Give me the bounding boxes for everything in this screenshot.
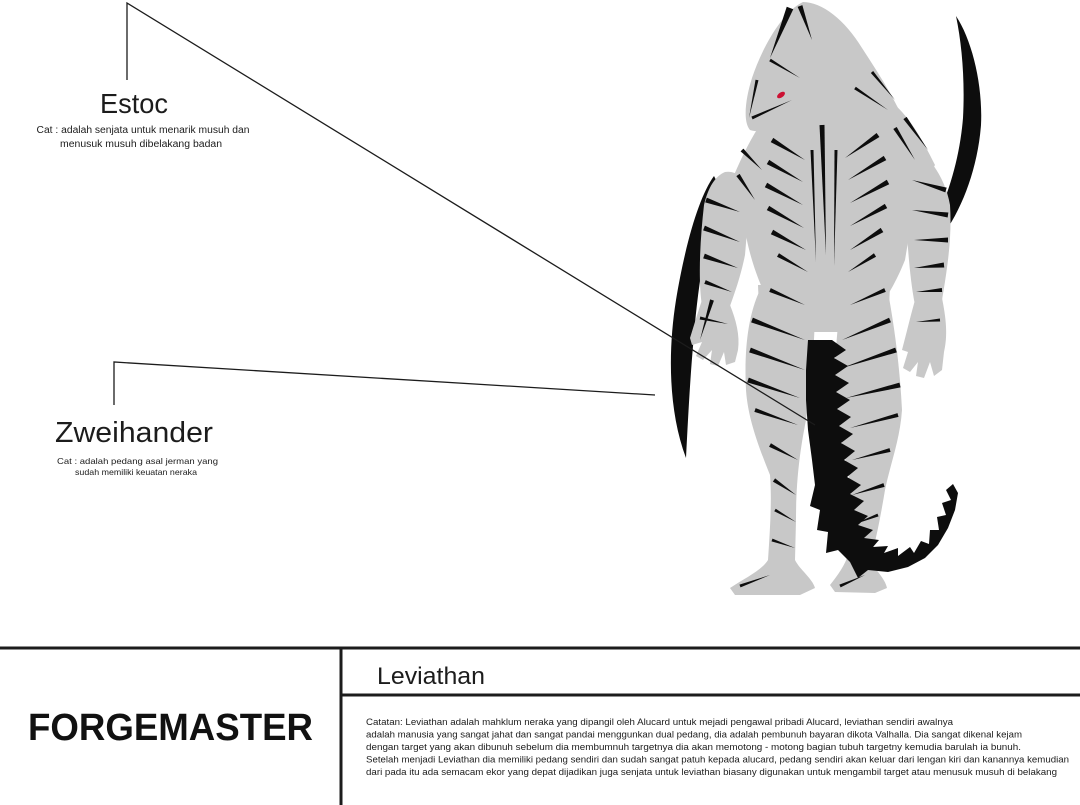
body-marking	[704, 280, 732, 292]
body-marking	[916, 318, 941, 322]
estoc-note-line: Cat : adalah senjata untuk menarik musuh…	[37, 125, 250, 136]
body-marking	[916, 288, 943, 292]
body-marking	[839, 575, 865, 588]
body-marking	[749, 79, 759, 118]
body-marking	[842, 347, 897, 368]
zweihander-callout: Zweihander Cat : adalah pedang asal jerm…	[55, 361, 656, 477]
body-marking	[703, 253, 738, 268]
body-marking	[740, 148, 762, 170]
body-marking	[850, 203, 888, 226]
body-marking	[754, 408, 798, 425]
body-marking	[893, 126, 915, 160]
zweihander-label: Zweihander	[55, 417, 213, 449]
zweihander-leader-line	[113, 361, 656, 405]
body-marking	[771, 538, 795, 548]
body-marking	[848, 253, 877, 272]
body-marking	[810, 149, 816, 262]
body-marking	[914, 237, 948, 243]
creature-left-hand	[690, 300, 739, 366]
estoc-label: Estoc	[100, 88, 168, 119]
body-marking	[772, 478, 796, 495]
body-marking	[705, 197, 740, 212]
body-marking	[850, 179, 890, 203]
creature-spiked-tail	[806, 340, 958, 578]
creature-left-upper-arm	[699, 171, 750, 312]
notes-line: dari pada itu ada semacam ekor yang depa…	[366, 767, 1057, 777]
body-marking	[766, 159, 803, 182]
notes-line: Setelah menjadi Leviathan dia memiliki p…	[366, 755, 1069, 765]
body-marking	[774, 508, 796, 522]
body-marking	[769, 58, 800, 78]
body-marking	[846, 382, 901, 398]
body-marking	[751, 100, 792, 120]
body-marking	[700, 299, 714, 340]
body-marking	[764, 182, 803, 205]
leviathan-illustration	[670, 2, 982, 595]
body-marking	[848, 155, 887, 180]
body-marking	[850, 227, 884, 250]
notes-line: Catatan: Leviathan adalah mahklum neraka…	[366, 717, 953, 727]
body-marking	[797, 5, 812, 40]
right-arm-blade	[936, 16, 982, 232]
body-marking	[870, 71, 895, 100]
brand-wordmark: FORGEMASTER	[28, 707, 313, 749]
body-marking	[739, 575, 770, 588]
body-marking	[769, 288, 805, 305]
body-marking	[770, 137, 805, 160]
notes-line: dengan target yang akan dibunuh sebelum …	[366, 742, 1021, 752]
estoc-leader-line	[126, 1, 816, 426]
body-marking	[747, 377, 800, 398]
creature-markings	[699, 5, 949, 588]
body-marking	[770, 229, 806, 250]
body-marking	[842, 317, 891, 340]
body-marking	[852, 448, 891, 460]
body-marking	[769, 443, 798, 460]
notes-line: adalah manusia yang sangat jahat dan san…	[366, 730, 1022, 740]
creature-eye	[777, 91, 785, 99]
body-marking	[914, 262, 945, 268]
body-marking	[912, 180, 947, 193]
zweihander-note-line: sudah memiliki keuatan neraka	[75, 467, 197, 477]
character-name: Leviathan	[377, 663, 485, 690]
creature-head	[745, 2, 898, 132]
body-marking	[736, 173, 755, 200]
body-marking	[912, 210, 949, 218]
character-notes: Catatan: Leviathan adalah mahklum neraka…	[366, 717, 1069, 777]
left-arm-blade	[670, 176, 720, 458]
zweihander-note-line: Cat : adalah pedang asal jerman yang	[57, 456, 218, 466]
body-marking	[749, 347, 805, 370]
body-marking	[903, 116, 928, 150]
creature-right-hand	[902, 298, 947, 378]
body-marking	[770, 6, 794, 58]
body-marking	[850, 413, 899, 428]
estoc-callout: Estoc Cat : adalah senjata untuk menarik…	[37, 1, 816, 426]
creature-right-leg	[830, 292, 902, 593]
body-marking	[819, 124, 826, 255]
body-marking	[751, 317, 805, 340]
body-marking	[850, 288, 886, 305]
body-marking	[845, 132, 880, 158]
estoc-note-line: menusuk musuh dibelakang badan	[60, 139, 222, 150]
body-marking	[703, 225, 740, 242]
body-marking	[766, 205, 804, 228]
body-marking	[854, 86, 888, 110]
body-marking	[852, 483, 885, 495]
body-marking	[777, 253, 808, 272]
title-block: FORGEMASTER Leviathan Catatan: Leviathan…	[0, 646, 1080, 805]
body-marking	[834, 149, 838, 266]
